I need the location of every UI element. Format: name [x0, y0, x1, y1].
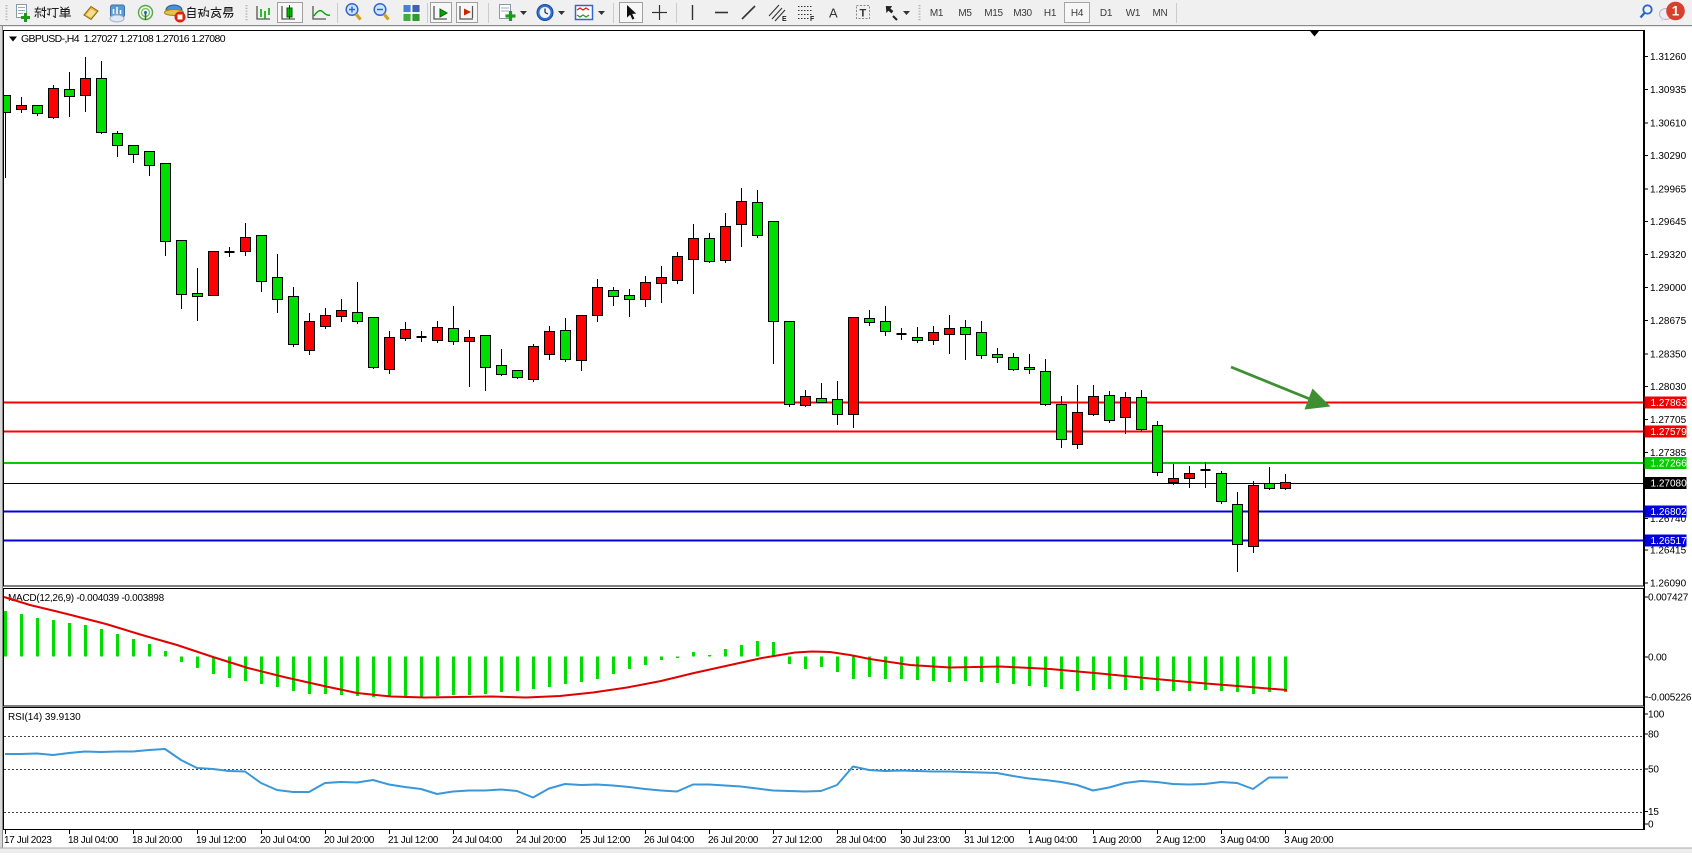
svg-text:1.27080: 1.27080 [1651, 479, 1688, 490]
svg-text:W1: W1 [1126, 8, 1141, 19]
svg-text:1.27266: 1.27266 [1651, 459, 1688, 470]
svg-text:1.29000: 1.29000 [1650, 283, 1687, 294]
svg-text:2 Aug 12:00: 2 Aug 12:00 [1156, 835, 1206, 846]
svg-text:H4: H4 [1071, 8, 1084, 19]
svg-text:15: 15 [1648, 807, 1659, 818]
svg-text:1.30290: 1.30290 [1650, 151, 1687, 162]
svg-text:F: F [810, 16, 815, 23]
svg-text:1.27705: 1.27705 [1650, 415, 1687, 426]
svg-text:1.27579: 1.27579 [1651, 427, 1688, 438]
svg-text:1.26090: 1.26090 [1650, 579, 1687, 590]
svg-text:1.29645: 1.29645 [1650, 217, 1687, 228]
svg-text:MACD(12,26,9) -0.004039 -0.003: MACD(12,26,9) -0.004039 -0.003898 [8, 593, 165, 604]
svg-text:M15: M15 [984, 8, 1003, 19]
svg-text:27 Jul 12:00: 27 Jul 12:00 [772, 835, 823, 846]
svg-text:20 Jul 04:00: 20 Jul 04:00 [260, 835, 311, 846]
svg-text:1 Aug 04:00: 1 Aug 04:00 [1028, 835, 1078, 846]
svg-text:3 Aug 04:00: 3 Aug 04:00 [1220, 835, 1270, 846]
svg-text:1.31260: 1.31260 [1650, 52, 1687, 63]
svg-text:18 Jul 04:00: 18 Jul 04:00 [68, 835, 119, 846]
svg-text:3 Aug 20:00: 3 Aug 20:00 [1284, 835, 1334, 846]
svg-text:1.29320: 1.29320 [1650, 250, 1687, 261]
svg-text:M30: M30 [1013, 8, 1032, 19]
svg-text:1.26802: 1.26802 [1651, 507, 1688, 518]
svg-text:M1: M1 [930, 8, 944, 19]
svg-text:21 Jul 12:00: 21 Jul 12:00 [388, 835, 439, 846]
svg-text:GBPUSD-,H4 1.27027 1.27108 1.: GBPUSD-,H4 1.27027 1.27108 1.27016 1.270… [21, 33, 226, 45]
svg-text:28 Jul 04:00: 28 Jul 04:00 [836, 835, 887, 846]
svg-text:1.28350: 1.28350 [1650, 349, 1687, 360]
svg-text:H1: H1 [1044, 8, 1057, 19]
svg-text:0.00: 0.00 [1648, 653, 1667, 664]
svg-text:D1: D1 [1100, 8, 1113, 19]
svg-text:1.26740: 1.26740 [1650, 514, 1687, 525]
svg-text:1.26517: 1.26517 [1651, 536, 1688, 547]
svg-text:1.26415: 1.26415 [1650, 546, 1687, 557]
svg-text:1 Aug 20:00: 1 Aug 20:00 [1092, 835, 1142, 846]
svg-text:1.28030: 1.28030 [1650, 382, 1687, 393]
svg-text:31 Jul 12:00: 31 Jul 12:00 [964, 835, 1015, 846]
svg-text:E: E [782, 16, 787, 23]
svg-text:80: 80 [1648, 730, 1659, 741]
svg-text:-0.005226: -0.005226 [1648, 693, 1692, 704]
svg-text:17 Jul 2023: 17 Jul 2023 [4, 835, 52, 846]
svg-text:MN: MN [1153, 8, 1168, 19]
svg-text:RSI(14) 39.9130: RSI(14) 39.9130 [8, 712, 81, 723]
svg-text:26 Jul 20:00: 26 Jul 20:00 [708, 835, 759, 846]
svg-text:0.007427: 0.007427 [1648, 593, 1689, 604]
svg-text:M5: M5 [958, 8, 972, 19]
svg-text:A: A [829, 6, 838, 21]
svg-text:24 Jul 20:00: 24 Jul 20:00 [516, 835, 567, 846]
svg-text:18 Jul 20:00: 18 Jul 20:00 [132, 835, 183, 846]
svg-text:1.27385: 1.27385 [1650, 448, 1687, 459]
svg-text:30 Jul 23:00: 30 Jul 23:00 [900, 835, 951, 846]
svg-text:1.30610: 1.30610 [1650, 118, 1687, 129]
svg-text:26 Jul 04:00: 26 Jul 04:00 [644, 835, 695, 846]
svg-text:1: 1 [1672, 4, 1680, 19]
svg-text:100: 100 [1648, 710, 1665, 721]
svg-text:19 Jul 12:00: 19 Jul 12:00 [196, 835, 247, 846]
svg-text:20 Jul 20:00: 20 Jul 20:00 [324, 835, 375, 846]
svg-text:50: 50 [1648, 765, 1659, 776]
svg-text:24 Jul 04:00: 24 Jul 04:00 [452, 835, 503, 846]
svg-text:1.28675: 1.28675 [1650, 316, 1687, 327]
svg-text:T: T [860, 8, 867, 20]
svg-text:1.27863: 1.27863 [1651, 398, 1688, 409]
svg-text:0: 0 [1648, 820, 1654, 831]
svg-text:25 Jul 12:00: 25 Jul 12:00 [580, 835, 631, 846]
svg-text:1.29965: 1.29965 [1650, 184, 1687, 195]
svg-text:1.30935: 1.30935 [1650, 85, 1687, 96]
